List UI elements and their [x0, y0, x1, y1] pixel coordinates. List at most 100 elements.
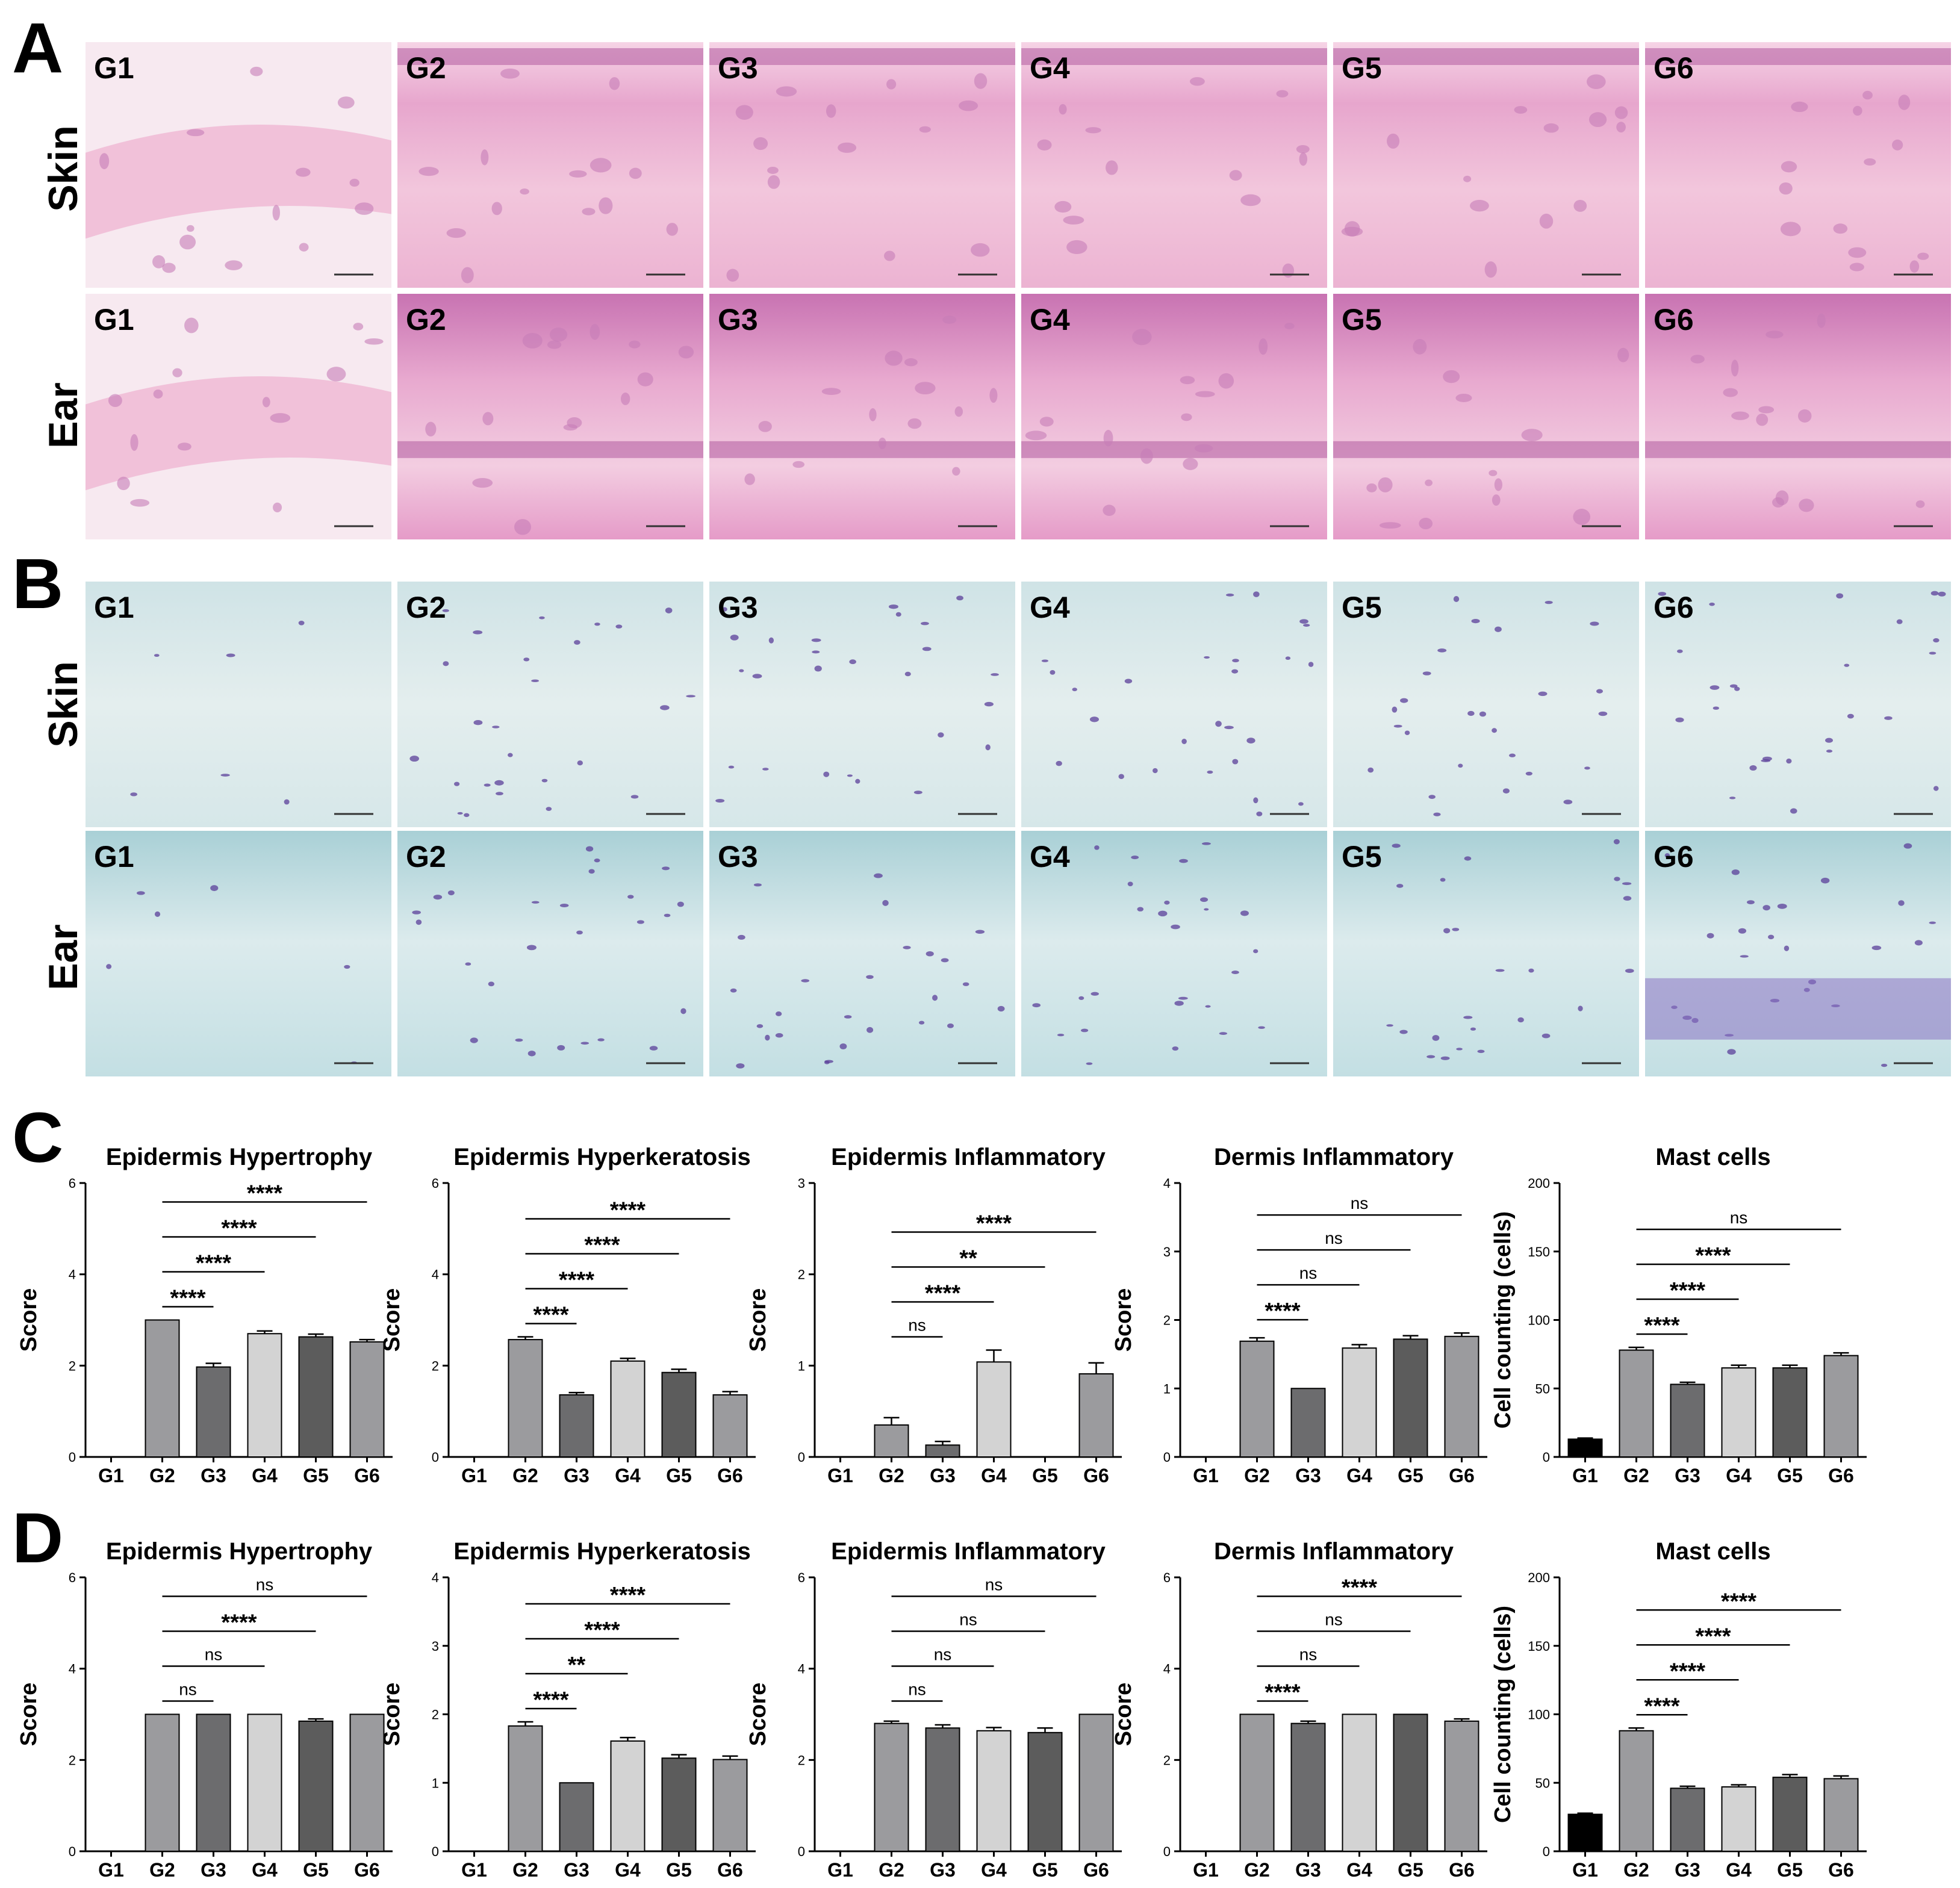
x-tick-label: G6 [1449, 1859, 1475, 1881]
x-tick-label: G2 [879, 1465, 904, 1486]
y-tick-label: 100 [1528, 1707, 1550, 1722]
y-tick-label: 2 [432, 1358, 439, 1373]
tile-label-b-ear-g5: G5 [1342, 840, 1382, 874]
micrograph-a-ear-g3: G3 [709, 294, 1015, 539]
y-tick-label: 200 [1528, 1570, 1550, 1585]
x-tick-label: G1 [1572, 1465, 1598, 1486]
y-axis-label: Score [1111, 1288, 1136, 1352]
y-tick-label: 0 [432, 1844, 439, 1859]
bar-g3 [925, 1444, 960, 1458]
row-label-a-ear: Ear [40, 382, 86, 449]
chart-title: Dermis Inflammatory [1214, 1538, 1454, 1565]
bar-g4 [1342, 1713, 1377, 1852]
chart-title: Epidermis Hyperkeratosis [453, 1538, 751, 1565]
chart-title: Mast cells [1655, 1144, 1770, 1170]
bar-g2 [508, 1725, 543, 1852]
x-tick-label: G3 [564, 1465, 590, 1486]
bar-g6 [1444, 1720, 1479, 1852]
tile-label-a-ear-g4: G4 [1030, 303, 1070, 337]
y-tick-label: 2 [798, 1753, 805, 1768]
y-axis-label: Score [379, 1683, 405, 1747]
micrograph-b-skin-g2: G2 [397, 582, 703, 827]
significance-label: **** [221, 1216, 257, 1241]
significance-label: **** [1721, 1589, 1756, 1614]
micrograph-b-skin-g6: G6 [1645, 582, 1951, 827]
tile-label-a-ear-g1: G1 [94, 303, 134, 337]
x-tick-label: G4 [615, 1859, 641, 1881]
bar-g2 [1239, 1340, 1275, 1458]
significance-label: ns [1351, 1194, 1369, 1213]
y-axis-label: Cell counting (cells) [1490, 1606, 1516, 1823]
bar-g6 [349, 1341, 385, 1458]
significance-label: **** [559, 1268, 594, 1293]
bar-g1 [1567, 1813, 1603, 1852]
x-tick-label: G3 [930, 1859, 956, 1881]
tile-label-b-skin-g3: G3 [718, 591, 758, 624]
tile-label-a-skin-g2: G2 [406, 51, 446, 85]
significance-label: **** [976, 1211, 1012, 1237]
y-tick-label: 0 [1543, 1450, 1550, 1465]
bar-g4 [1721, 1367, 1756, 1458]
y-axis-label: Score [16, 1288, 42, 1352]
y-tick-label: 6 [1163, 1570, 1171, 1585]
bar-g6 [1444, 1335, 1479, 1458]
significance-label: **** [1644, 1694, 1679, 1719]
chart-c1: Epidermis Hypertrophy Score 0 2 4 6 G1 G2 G3 G4 G5… [16, 1144, 393, 1486]
y-tick-label: 0 [1163, 1844, 1171, 1859]
x-tick-label: G1 [461, 1465, 487, 1486]
x-tick-label: G2 [1244, 1465, 1270, 1486]
y-tick-label: 0 [69, 1450, 76, 1465]
bar-g6 [349, 1713, 385, 1852]
y-tick-label: 50 [1535, 1381, 1550, 1396]
micrograph-a-skin-g4: G4 [1021, 42, 1327, 288]
x-tick-label: G5 [1398, 1859, 1423, 1881]
y-tick-label: 150 [1528, 1244, 1550, 1259]
bar-g2 [145, 1319, 180, 1458]
x-tick-label: G1 [461, 1859, 487, 1881]
bar-g4 [1721, 1786, 1756, 1852]
tile-label-b-ear-g1: G1 [94, 840, 134, 874]
tile-label-b-skin-g4: G4 [1030, 591, 1070, 624]
tile-label-b-skin-g2: G2 [406, 591, 446, 624]
row-label-a-skin: Skin [40, 125, 86, 212]
significance-label: **** [533, 1688, 568, 1713]
bar-g5 [1027, 1731, 1063, 1852]
micrograph-grid-b: G1 G2 G3 G4 G5 G6 G1 G2 G3 G4 G5 G6 [86, 582, 1951, 1076]
micrograph-b-ear-g4: G4 [1021, 831, 1327, 1076]
y-tick-label: 0 [798, 1844, 805, 1859]
bar-g2 [508, 1339, 543, 1458]
x-tick-label: G2 [1244, 1859, 1270, 1881]
x-tick-label: G3 [1675, 1859, 1700, 1881]
bar-g3 [1290, 1388, 1326, 1458]
y-tick-label: 0 [432, 1450, 439, 1465]
y-tick-label: 4 [69, 1662, 76, 1677]
x-tick-label: G5 [1777, 1859, 1803, 1881]
micrograph-b-ear-g2: G2 [397, 831, 703, 1076]
x-tick-label: G3 [1295, 1859, 1321, 1881]
micrograph-a-ear-g5: G5 [1333, 294, 1639, 539]
row-label-b-ear: Ear [40, 924, 86, 990]
y-tick-label: 3 [1163, 1244, 1171, 1259]
micrograph-a-ear-g1: G1 [86, 294, 391, 539]
y-tick-label: 0 [798, 1450, 805, 1465]
significance-label: **** [1695, 1243, 1731, 1268]
chart-d2: Epidermis Hyperkeratosis Score 0 1 2 3 4 G1 G2 G3… [379, 1538, 756, 1881]
significance-label: **** [610, 1583, 646, 1608]
bar-g4 [247, 1333, 282, 1458]
x-tick-label: G4 [1346, 1465, 1372, 1486]
significance-label: ** [959, 1246, 977, 1272]
chart-title: Mast cells [1655, 1538, 1770, 1565]
micrograph-a-skin-g6: G6 [1645, 42, 1951, 288]
bar-g4 [976, 1361, 1012, 1458]
bar-g3 [559, 1782, 594, 1852]
bar-g2 [1619, 1349, 1654, 1458]
x-tick-label: G6 [354, 1859, 380, 1881]
x-tick-label: G3 [1295, 1465, 1321, 1486]
x-tick-label: G5 [1032, 1465, 1058, 1486]
y-tick-label: 2 [69, 1358, 76, 1373]
tile-label-a-ear-g5: G5 [1342, 303, 1382, 337]
x-tick-label: G3 [930, 1465, 956, 1486]
tile-label-a-ear-g2: G2 [406, 303, 446, 337]
y-tick-label: 2 [432, 1707, 439, 1722]
